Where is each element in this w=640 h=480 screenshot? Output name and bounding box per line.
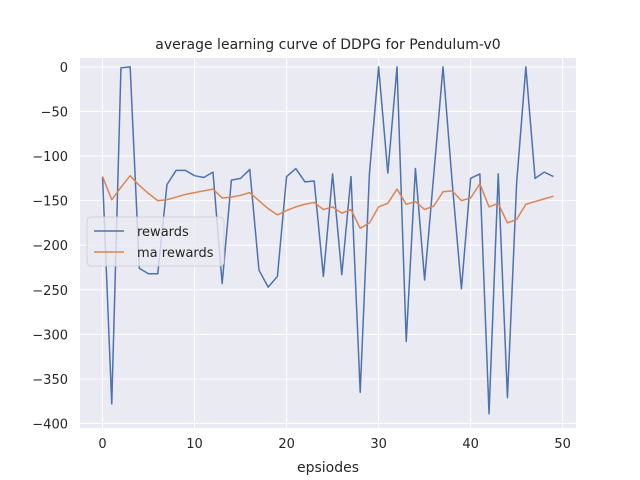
chart-title: average learning curve of DDPG for Pendu…	[155, 37, 500, 53]
series-line-ma-rewards	[101, 174, 554, 230]
legend: rewards ma rewards	[86, 216, 225, 267]
y-tick-label: −250	[32, 284, 68, 299]
y-tick-label: −350	[32, 373, 68, 388]
y-tick-label: −100	[32, 150, 68, 165]
x-tick-label: 50	[554, 437, 571, 452]
y-tick-label: −150	[32, 195, 68, 210]
y-tick-labels: 0 −50 −100 −150 −200 −250 −300 −350 −400	[32, 61, 68, 433]
x-tick-label: 10	[186, 437, 203, 452]
legend-label-ma-rewards: ma rewards	[137, 246, 214, 261]
x-tick-label: 0	[98, 437, 106, 452]
x-tick-label: 30	[370, 437, 387, 452]
x-tick-label: 20	[278, 437, 295, 452]
series-group	[101, 66, 554, 415]
x-tick-labels: 0 10 20 30 40 50	[98, 437, 571, 452]
y-tick-label: −300	[32, 328, 68, 343]
x-axis-label: epsiodes	[297, 460, 359, 476]
y-tick-label: 0	[60, 61, 68, 76]
y-tick-label: −400	[32, 418, 68, 433]
series-line-rewards	[101, 66, 554, 415]
legend-box	[86, 216, 225, 267]
legend-label-rewards: rewards	[137, 225, 189, 240]
x-tick-label: 40	[462, 437, 479, 452]
y-tick-label: −50	[41, 105, 68, 120]
grid	[80, 58, 576, 428]
y-tick-label: −200	[32, 239, 68, 254]
